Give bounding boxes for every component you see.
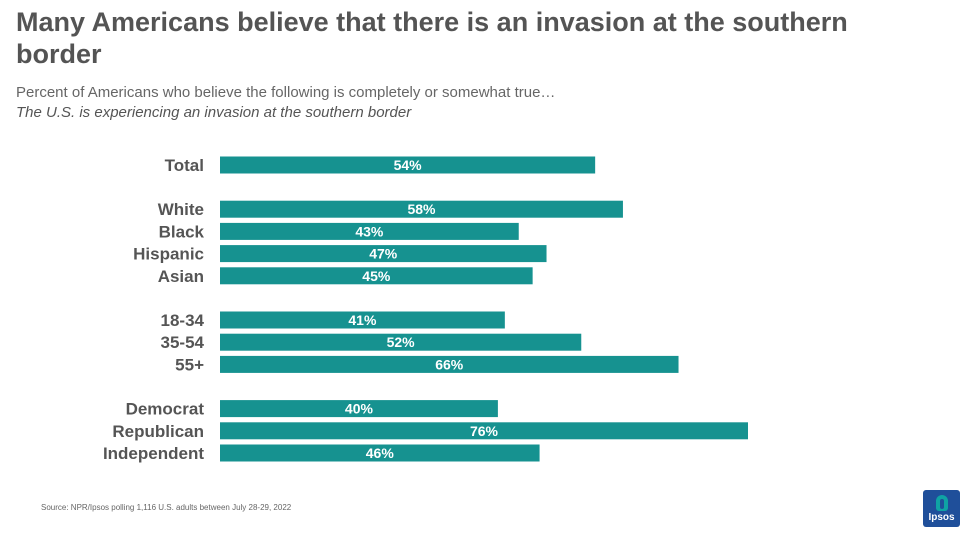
bar-white <box>220 200 623 218</box>
bar-democrat <box>220 400 498 418</box>
value-label-republican: 76% <box>470 423 499 439</box>
category-label-independent: Independent <box>103 444 204 463</box>
bar-18-34 <box>220 311 505 329</box>
chart-subtitle: Percent of Americans who believe the fol… <box>16 84 556 101</box>
bar-35-54 <box>220 333 582 351</box>
bar-hispanic <box>220 245 547 263</box>
bar-independent <box>220 444 540 462</box>
category-label-55: 55+ <box>175 355 204 374</box>
chart-title: Many Americans believe that there is an … <box>16 7 848 69</box>
category-label-democrat: Democrat <box>126 400 205 419</box>
value-label-35-54: 52% <box>387 334 416 350</box>
category-label-18-34: 18-34 <box>161 311 205 330</box>
value-label-hispanic: 47% <box>369 246 398 262</box>
bar-asian <box>220 267 533 285</box>
value-label-white: 58% <box>407 201 436 217</box>
chart-question: The U.S. is experiencing an invasion at … <box>16 104 412 121</box>
value-label-democrat: 40% <box>345 401 374 417</box>
category-label-asian: Asian <box>158 267 204 286</box>
bar-55 <box>220 355 679 373</box>
ipsos-logo-text: Ipsos <box>928 512 955 523</box>
value-label-55: 66% <box>435 356 464 372</box>
category-label-total: Total <box>165 156 204 175</box>
category-label-35-54: 35-54 <box>161 333 205 352</box>
value-label-asian: 45% <box>362 268 391 284</box>
source-note: Source: NPR/Ipsos polling 1,116 U.S. adu… <box>41 503 292 512</box>
ipsos-logo: Ipsos <box>923 490 960 527</box>
category-label-hispanic: Hispanic <box>133 245 204 264</box>
value-label-black: 43% <box>355 223 384 239</box>
ipsos-logo-mark-cutout <box>940 499 944 509</box>
value-label-independent: 46% <box>366 445 395 461</box>
category-label-white: White <box>158 200 204 219</box>
value-label-total: 54% <box>394 157 423 173</box>
category-label-republican: Republican <box>112 422 204 441</box>
bar-total <box>220 156 596 174</box>
value-label-18-34: 41% <box>348 312 377 328</box>
bar-republican <box>220 422 748 440</box>
category-label-black: Black <box>159 222 205 241</box>
bar-black <box>220 222 519 240</box>
